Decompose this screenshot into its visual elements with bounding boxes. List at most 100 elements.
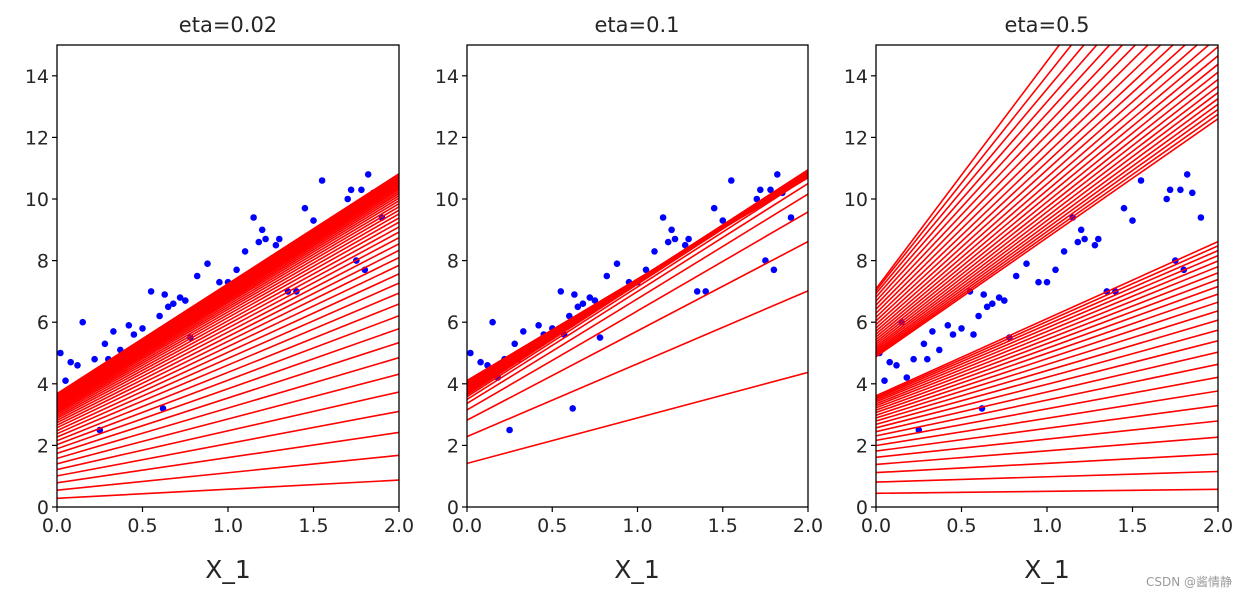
data-point [170, 300, 177, 308]
y-tick-label: 10 [435, 189, 459, 211]
gd-line-step-5 [57, 373, 399, 465]
y-tick-label: 8 [856, 251, 868, 273]
data-point [753, 195, 761, 203]
gd-line-step-11 [876, 404, 1218, 452]
gd-line-step-3 [467, 211, 808, 411]
gd-line-step-12 [57, 282, 399, 435]
gd-line-step-20 [57, 226, 399, 416]
y-tick-label: 6 [856, 312, 868, 334]
plot-area-1 [467, 45, 808, 507]
y-tick-label: 8 [447, 251, 459, 273]
gd-line-step-0 [876, 45, 1061, 290]
data-point [975, 312, 982, 320]
gd-line-step-9 [57, 315, 399, 446]
data-point [693, 288, 701, 295]
gd-line-step-5 [467, 182, 808, 401]
y-tick-label: 2 [37, 435, 49, 457]
chart-title-2: eta=0.5 [1004, 13, 1089, 37]
data-point [566, 312, 573, 320]
data-point [358, 186, 365, 194]
y-tick-label: 12 [25, 127, 49, 149]
data-point [62, 377, 69, 385]
data-point [506, 426, 513, 434]
data-point [1137, 177, 1145, 184]
data-point [241, 248, 249, 255]
y-tick-label: 14 [25, 66, 49, 88]
gd-line-step-13 [57, 273, 399, 432]
subplot-eta-0-1: 0.0 0.5 1.0 1.5 2.0 0 2 4 6 8 10 12 14 eta=0.1 X_1 [435, 13, 823, 584]
data-point [774, 171, 781, 178]
gd-line-step-4 [876, 45, 1085, 295]
data-point [671, 235, 679, 243]
data-point [204, 260, 211, 268]
data-point [659, 214, 667, 221]
gd-line-step-31 [876, 293, 1218, 414]
gd-line-step-20 [876, 45, 1187, 326]
gd-line-step-3 [57, 410, 399, 477]
data-point [164, 303, 172, 311]
data-point [1081, 235, 1088, 243]
gd-line-step-10 [57, 303, 399, 442]
gd-line-step-48 [876, 118, 1218, 358]
data-point [1012, 272, 1020, 280]
x-tick-label: 0.5 [127, 515, 157, 537]
data-point [757, 186, 764, 194]
data-point [642, 266, 650, 274]
data-point [511, 340, 518, 348]
data-point [944, 322, 952, 329]
gd-line-step-10 [876, 45, 1124, 306]
gd-line-step-17 [876, 363, 1218, 437]
data-point [216, 278, 223, 286]
x-ticks-0: 0.0 0.5 1.0 1.5 2.0 [42, 507, 414, 537]
watermark: CSDN @酱情静 [1146, 574, 1232, 589]
gd-line-step-27 [876, 310, 1218, 419]
gd-line-step-42 [876, 103, 1218, 353]
data-point [1091, 241, 1099, 249]
data-point [651, 248, 658, 255]
gd-line-step-15 [57, 256, 399, 426]
data-point [929, 328, 936, 335]
gd-line-step-33 [876, 285, 1218, 411]
data-point [719, 217, 727, 224]
y-tick-label: 12 [844, 127, 868, 149]
data-point [571, 291, 578, 298]
gd-line-step-13 [876, 390, 1218, 447]
y-tick-label: 6 [447, 312, 459, 334]
data-point [1001, 297, 1008, 304]
gd-line-step-12 [876, 45, 1137, 310]
data-point [557, 288, 565, 295]
subplot-eta-0-5: 0.0 0.5 1.0 1.5 2.0 0 2 4 6 8 10 12 14 eta=0.5 X_1 [844, 13, 1233, 584]
data-point [1074, 238, 1082, 246]
x-tick-label: 2.0 [1203, 515, 1233, 537]
data-point [272, 241, 280, 249]
x-tick-label: 2.0 [384, 515, 414, 537]
x-tick-label: 2.0 [793, 515, 823, 537]
gd-line-step-3 [876, 470, 1218, 483]
data-point [920, 340, 928, 348]
gd-line-step-6 [876, 45, 1098, 298]
y-tick-label: 4 [37, 374, 49, 396]
data-point [893, 362, 900, 369]
gd-line-step-38 [876, 92, 1218, 350]
y-tick-label: 12 [435, 127, 459, 149]
data-point [125, 322, 133, 329]
data-point [1043, 278, 1051, 286]
data-point [579, 300, 587, 308]
x-tick-label: 1.5 [708, 515, 738, 537]
x-tick-label: 1.0 [1032, 515, 1062, 537]
y-tick-label: 10 [844, 189, 868, 211]
data-point [161, 291, 168, 298]
gd-line-step-0 [57, 479, 399, 500]
y-tick-label: 2 [447, 435, 459, 457]
data-point [233, 266, 240, 274]
x-axis-label-2: X_1 [1024, 555, 1070, 584]
data-point [1052, 266, 1059, 274]
gd-line-step-5 [876, 453, 1218, 474]
data-point [1023, 260, 1030, 268]
gd-line-step-8 [876, 45, 1111, 302]
gd-line-step-32 [876, 71, 1218, 343]
gd-line-step-8 [57, 327, 399, 450]
gd-line-step-15 [876, 376, 1218, 442]
gd-line-step-23 [57, 213, 399, 411]
y-ticks-2: 0 2 4 6 8 10 12 14 [844, 66, 876, 519]
